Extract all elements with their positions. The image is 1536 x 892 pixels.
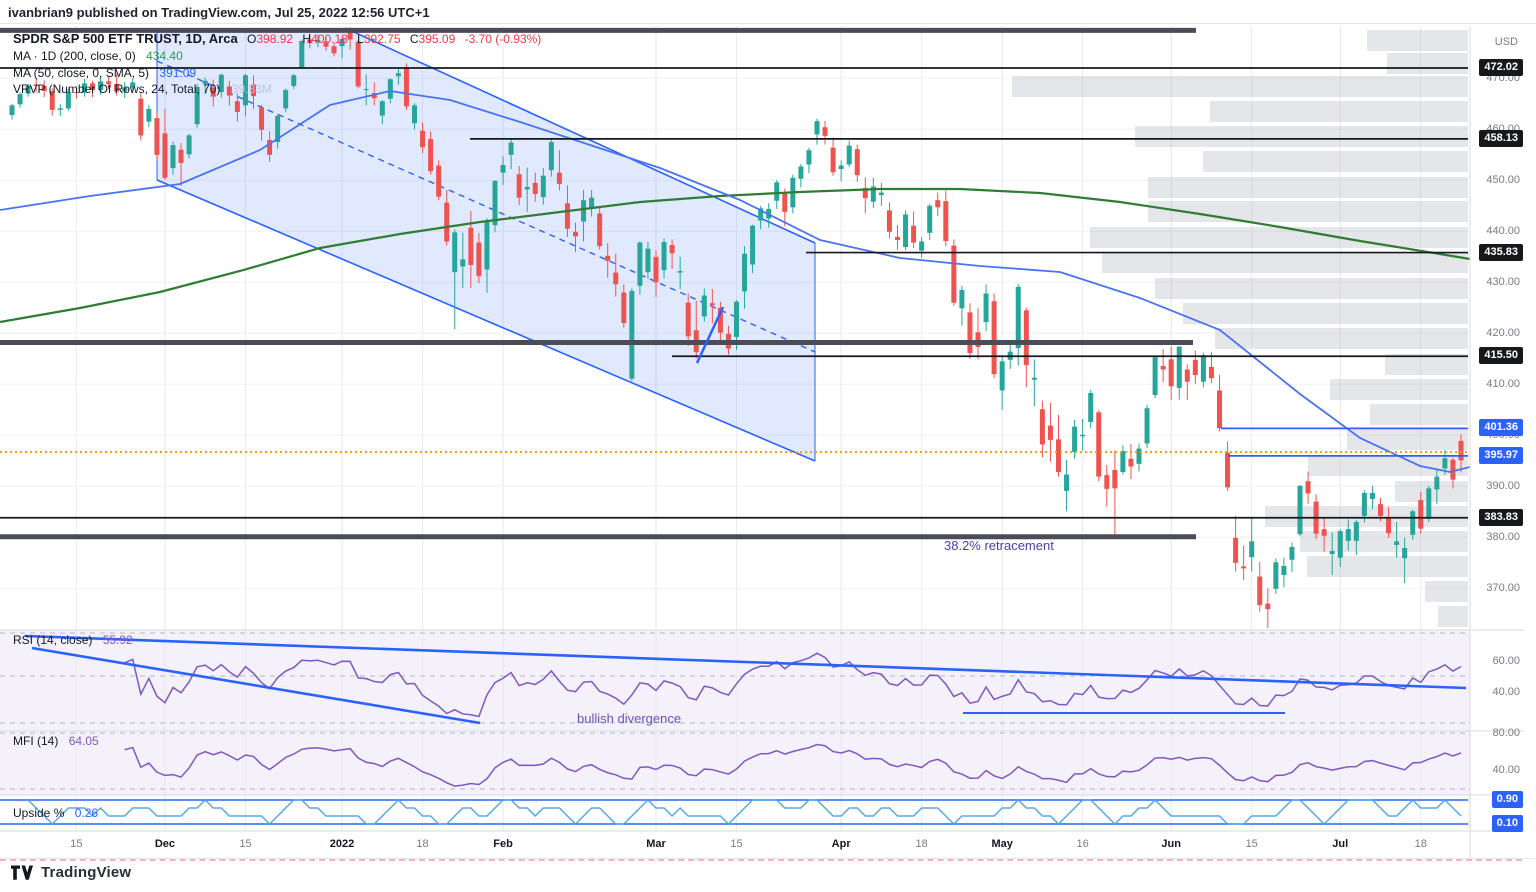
rsi-legend[interactable]: RSI (14, close) 55.92 bbox=[13, 633, 133, 647]
vrvp-volume-value: 39.83M bbox=[231, 82, 272, 96]
upside-label: Upside % bbox=[13, 806, 65, 820]
ma200-legend[interactable]: MA · 1D (200, close, 0) 434.40 bbox=[13, 49, 183, 63]
currency-label: USD bbox=[1494, 36, 1518, 48]
mfi-pane-bg bbox=[0, 731, 1470, 795]
symbol-title: SPDR S&P 500 ETF TRUST, 1D, Arca bbox=[13, 31, 238, 46]
time-tick: Apr bbox=[831, 838, 851, 850]
tradingview-logo-icon[interactable] bbox=[10, 864, 34, 881]
rsi-tick: 60.00 bbox=[1492, 655, 1520, 667]
time-tick: Jun bbox=[1161, 838, 1181, 850]
price-tick: 430.00 bbox=[1486, 276, 1520, 289]
low-label: L bbox=[357, 32, 364, 46]
open-label: O bbox=[247, 32, 257, 46]
pane-separators bbox=[0, 26, 1524, 858]
session-break-strip bbox=[0, 859, 1522, 861]
price-level-badge: 435.83 bbox=[1479, 243, 1523, 261]
upside-pane bbox=[0, 799, 1468, 825]
rsi-tick: 40.00 bbox=[1492, 686, 1520, 698]
publish-header: ivanbrian9 published on TradingView.com,… bbox=[8, 5, 430, 20]
mfi-tick: 40.00 bbox=[1492, 764, 1520, 776]
time-tick: 18 bbox=[915, 838, 928, 850]
price-tick: 440.00 bbox=[1486, 225, 1520, 238]
retracement-annotation: 38.2% retracement bbox=[944, 538, 1054, 553]
price-tick: 450.00 bbox=[1486, 174, 1520, 187]
footer: TradingView bbox=[10, 864, 131, 881]
rsi-label: RSI (14, close) bbox=[13, 633, 93, 647]
time-tick: Feb bbox=[493, 838, 513, 850]
upside-legend[interactable]: Upside % 0.26 bbox=[13, 806, 98, 820]
vrvp-legend[interactable]: VRVP (Number Of Rows, 24, Total, 70) 39.… bbox=[13, 82, 272, 96]
time-tick: Mar bbox=[646, 838, 666, 850]
time-tick: 15 bbox=[1245, 838, 1258, 850]
ma50-label: MA (50, close, 0, SMA, 5) bbox=[13, 66, 150, 80]
bullish-divergence-annotation: bullish divergence bbox=[577, 711, 682, 726]
vrvp-label: VRVP (Number Of Rows, 24, Total, 70) bbox=[13, 82, 221, 96]
time-tick: Jul bbox=[1332, 838, 1349, 850]
rsi-value: 55.92 bbox=[102, 633, 133, 647]
price-level-badge: 458.13 bbox=[1479, 129, 1523, 147]
header-divider bbox=[0, 23, 1536, 24]
change-value: -3.70 (-0.93%) bbox=[464, 32, 542, 46]
footer-brand[interactable]: TradingView bbox=[41, 864, 132, 881]
price-level-badge: 472.02 bbox=[1479, 59, 1523, 76]
price-tick: 380.00 bbox=[1486, 531, 1520, 544]
time-tick: 18 bbox=[1414, 838, 1427, 850]
rsi-pane bbox=[0, 632, 1468, 725]
close-value: 395.09 bbox=[418, 32, 456, 46]
close-label: C bbox=[409, 32, 419, 46]
mfi-legend[interactable]: MFI (14) 64.05 bbox=[13, 734, 99, 748]
time-tick: 15 bbox=[70, 838, 83, 850]
time-tick: May bbox=[991, 838, 1013, 850]
price-levels bbox=[0, 27, 1468, 540]
time-tick: 16 bbox=[1076, 838, 1089, 850]
time-tick: 15 bbox=[239, 838, 252, 850]
time-tick: 18 bbox=[416, 838, 429, 850]
price-tick: 410.00 bbox=[1486, 378, 1520, 391]
ma200-label: MA · 1D (200, close, 0) bbox=[13, 49, 136, 63]
mfi-pane bbox=[0, 732, 1468, 790]
price-tick: 420.00 bbox=[1486, 327, 1520, 340]
price-ray-badge: 401.36 bbox=[1479, 419, 1523, 437]
price-tick: 390.00 bbox=[1486, 480, 1520, 493]
price-ray-badge: 395.97 bbox=[1479, 446, 1523, 464]
time-tick: Dec bbox=[154, 838, 176, 850]
upside-level-badge: 0.10 bbox=[1491, 815, 1523, 832]
ma200-line bbox=[0, 187, 1470, 324]
ma50-value: 391.09 bbox=[159, 66, 197, 80]
mfi-tick: 80.00 bbox=[1492, 727, 1520, 739]
price-level-badge: 383.83 bbox=[1479, 508, 1523, 526]
ma50-legend[interactable]: MA (50, close, 0, SMA, 5) 391.09 bbox=[13, 66, 196, 80]
footer-divider bbox=[0, 858, 1536, 859]
open-value: 398.92 bbox=[256, 32, 294, 46]
time-tick: 15 bbox=[730, 838, 743, 850]
mfi-label: MFI (14) bbox=[13, 734, 59, 748]
ma200-value: 434.40 bbox=[146, 49, 183, 63]
upside-series bbox=[27, 798, 1462, 826]
high-value: 400.18 bbox=[311, 32, 348, 46]
upside-value: 0.26 bbox=[74, 806, 99, 820]
time-tick: 2022 bbox=[329, 838, 355, 850]
upside-level-badge: 0.90 bbox=[1491, 791, 1523, 808]
price-tick: 370.00 bbox=[1486, 582, 1520, 595]
high-label: H bbox=[302, 32, 312, 46]
low-value: 392.75 bbox=[363, 32, 401, 46]
symbol-legend[interactable]: SPDR S&P 500 ETF TRUST, 1D, Arca O398.92… bbox=[13, 31, 541, 46]
price-level-badge: 415.50 bbox=[1479, 347, 1523, 365]
mfi-value: 64.05 bbox=[68, 734, 99, 748]
ma50-line bbox=[0, 90, 1470, 473]
